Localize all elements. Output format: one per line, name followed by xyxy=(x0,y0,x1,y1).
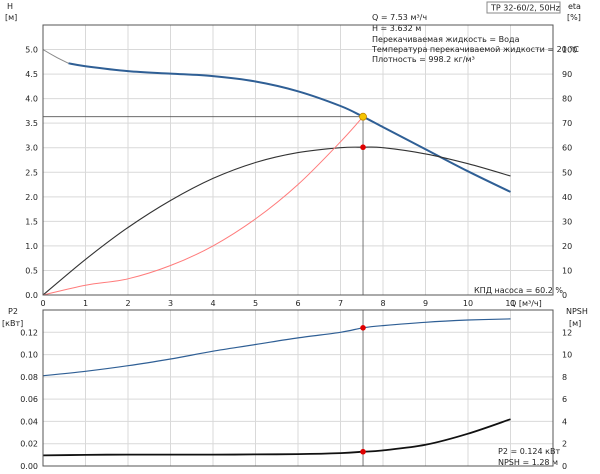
p2-tick-label: 0.02 xyxy=(20,440,38,449)
x-tick-label: 4 xyxy=(210,299,215,308)
info-temperature: Температура перекачиваемой жидкости = 20… xyxy=(371,45,579,54)
chart-title: TP 32-60/2, 50Hz xyxy=(486,1,561,14)
npsh-tick-label: 2 xyxy=(562,440,567,449)
y-left-tick-label: 3.0 xyxy=(25,144,38,153)
power-curve xyxy=(42,318,511,377)
head-curve xyxy=(68,62,511,193)
y-left-tick-label: 4.5 xyxy=(25,70,38,79)
x-tick-label: 2 xyxy=(125,299,130,308)
p2-tick-label: 0.10 xyxy=(20,351,38,360)
npsh-tick-label: 8 xyxy=(562,373,567,382)
y-right-tick-label: 90 xyxy=(562,70,572,79)
x-tick-label: 5 xyxy=(253,299,258,308)
y-left-tick-label: 1.5 xyxy=(25,217,38,226)
x-axis-label: Q [м³/ч] xyxy=(510,299,542,308)
y-right-tick-label: 80 xyxy=(562,95,572,104)
info-flow: Q = 7.53 м³/ч xyxy=(372,13,427,22)
p2-value-label: P2 = 0.124 кВт xyxy=(498,447,560,456)
y-right-tick-label: 30 xyxy=(562,217,572,226)
bottom-grid xyxy=(42,310,553,467)
operating-info: Q = 7.53 м³/ч H = 3.632 м Перекачиваемая… xyxy=(371,13,579,467)
p2-tick-label: 0.08 xyxy=(20,373,38,382)
p2-axis-unit: [кВт] xyxy=(2,319,23,328)
op-point-eta-marker xyxy=(360,144,366,151)
y-right-tick-label: 100 xyxy=(562,46,577,55)
bottom-plot-frame xyxy=(42,309,554,467)
x-tick-label: 10 xyxy=(463,299,473,308)
y-right-tick-label: 70 xyxy=(562,119,572,128)
y-left-tick-label: 3.5 xyxy=(25,119,38,128)
npsh-curve xyxy=(42,418,511,457)
y-right-tick-label: 10 xyxy=(562,266,572,275)
npsh-axis-label: NPSH xyxy=(566,307,588,316)
info-liquid: Перекачиваемая жидкость = Вода xyxy=(372,35,520,44)
y-left-tick-label: 1.0 xyxy=(25,242,38,251)
p2-tick-label: 0.00 xyxy=(20,462,38,471)
efficiency-curve xyxy=(42,146,511,296)
npsh-tick-label: 6 xyxy=(562,395,567,404)
y-right-tick-label: 0 xyxy=(562,291,567,300)
p2-axis-label: P2 xyxy=(8,307,18,316)
npsh-tick-label: 0 xyxy=(562,462,567,471)
info-head: H = 3.632 м xyxy=(372,24,421,33)
npsh-tick-label: 12 xyxy=(562,328,572,337)
op-point-npsh-marker xyxy=(360,448,366,455)
y-left-tick-label: 2.0 xyxy=(25,193,38,202)
y-right-tick-label: 40 xyxy=(562,193,572,202)
head-curve-ext xyxy=(42,49,69,64)
y-right-tick-label: 20 xyxy=(562,242,572,251)
top-plot-frame xyxy=(42,24,554,296)
x-tick-label: 0 xyxy=(40,299,45,308)
y-left-tick-label: 0.5 xyxy=(25,266,38,275)
x-tick-label: 7 xyxy=(338,299,343,308)
x-tick-label: 1 xyxy=(83,299,88,308)
curves xyxy=(42,49,511,466)
y-left-label: H xyxy=(7,2,13,11)
npsh-tick-label: 4 xyxy=(562,417,567,426)
y-right-tick-label: 60 xyxy=(562,144,572,153)
y-left-tick-label: 2.5 xyxy=(25,168,38,177)
y-left-tick-label: 0.0 xyxy=(25,291,38,300)
npsh-tick-label: 10 xyxy=(562,351,572,360)
x-tick-label: 11 xyxy=(505,299,515,308)
efficiency-label: КПД насоса = 60.2 % xyxy=(474,286,563,295)
y-left-unit: [м] xyxy=(5,13,17,22)
chart-title-text: TP 32-60/2, 50Hz xyxy=(490,4,560,13)
y-right-tick-label: 50 xyxy=(562,168,572,177)
npsh-value-label: NPSH = 1.28 м xyxy=(498,458,558,467)
x-tick-label: 3 xyxy=(168,299,173,308)
npsh-axis-unit: [м] xyxy=(569,319,581,328)
x-tick-label: 8 xyxy=(380,299,385,308)
y-right-unit: [%] xyxy=(567,13,581,22)
tick-labels: 0 1 2 3 4 5 6 7 8 9 10 110.00.51.01.52.02.53.03.54.… xyxy=(20,46,577,471)
system-curve xyxy=(42,116,364,296)
op-point-p2-marker xyxy=(360,325,366,331)
p2-tick-label: 0.06 xyxy=(20,395,38,404)
op-point-head-marker xyxy=(359,112,367,121)
x-tick-label: 6 xyxy=(295,299,300,308)
info-density: Плотность = 998.2 кг/м³ xyxy=(372,55,475,64)
x-tick-label: 9 xyxy=(423,299,428,308)
p2-tick-label: 0.04 xyxy=(20,417,38,426)
top-grid xyxy=(42,25,553,296)
p2-tick-label: 0.12 xyxy=(20,328,38,337)
y-left-tick-label: 5.0 xyxy=(25,46,38,55)
y-left-tick-label: 4.0 xyxy=(25,95,38,104)
y-right-label: eta xyxy=(568,2,581,11)
